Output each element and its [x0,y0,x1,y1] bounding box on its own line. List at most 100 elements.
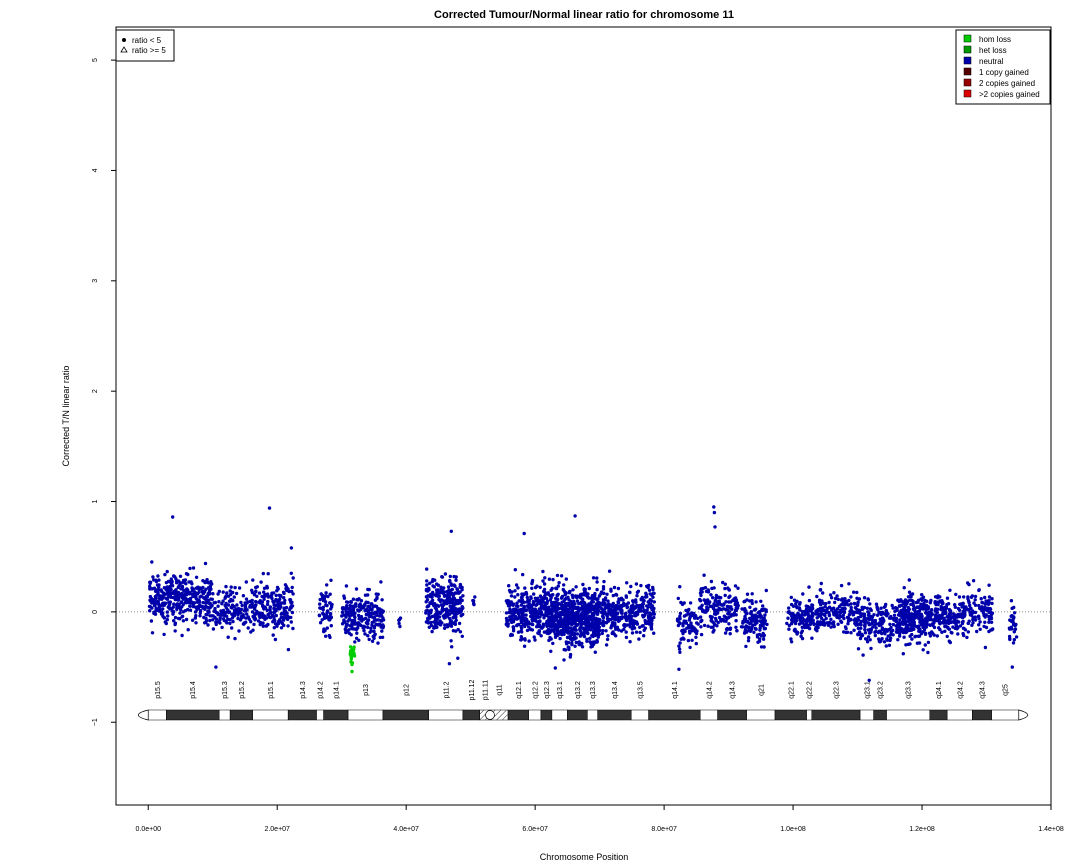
data-point [425,579,429,583]
data-point [729,613,734,617]
data-point [533,638,537,642]
data-point [678,641,682,645]
data-point [522,604,526,608]
data-point [721,580,725,585]
data-point [570,641,574,645]
band-label: q13.3 [590,681,597,699]
band-label: q14.3 [730,681,737,699]
data-point [876,608,880,612]
legend-dot-symbol [122,38,126,42]
data-point [372,629,376,634]
data-point [513,610,518,614]
data-point [823,604,827,609]
data-point [715,600,720,604]
data-point [566,601,570,606]
data-point [754,600,758,604]
data-point [454,578,458,582]
data-point [556,623,561,627]
ideogram-band [462,709,480,721]
data-point [579,632,583,637]
data-point [808,606,812,610]
data-point [750,601,754,606]
ideogram-band [597,709,632,721]
data-point [363,609,367,613]
data-point [764,588,768,593]
data-point [801,609,805,614]
data-point [458,596,463,600]
data-point [906,610,911,614]
data-point [796,611,800,615]
data-point [734,606,738,610]
data-point [627,614,631,619]
data-point [736,586,740,590]
data-point [990,628,994,632]
data-point [562,647,566,652]
data-point [153,610,157,614]
data-point [264,616,269,620]
data-point [867,631,872,635]
data-point [573,514,577,518]
band-label: p11.12 [469,679,476,700]
data-point [874,622,879,626]
data-point [923,643,927,647]
data-point [623,615,627,619]
data-point [952,612,956,616]
data-point [148,594,153,599]
data-point [612,585,617,590]
data-point [588,636,592,640]
data-point [744,609,748,613]
data-point [180,633,184,638]
data-point [727,622,731,626]
data-point [866,635,871,639]
data-point [711,630,715,634]
data-point [179,608,183,612]
ideogram-band [528,709,542,721]
data-point [849,610,854,614]
data-point [206,609,210,614]
data-point [275,585,280,590]
x-tick-label: 1.0e+08 [780,826,806,833]
data-point [152,600,156,605]
data-point [746,625,751,629]
data-point [534,603,538,607]
data-point [626,601,631,605]
data-point [907,618,911,623]
data-point [548,623,553,627]
data-point [177,602,181,606]
data-point [241,594,246,598]
data-point [363,593,368,597]
data-point [563,590,568,595]
color-legend-box [955,29,1051,105]
data-point [973,594,978,599]
data-point [984,599,988,603]
data-point [549,628,554,632]
data-point [604,621,609,625]
data-point [836,597,840,602]
data-point [244,580,248,584]
data-point [593,620,597,624]
data-point [455,598,459,603]
data-point [147,604,152,609]
data-point [286,615,291,620]
data-point [728,594,732,598]
centromere-marker [485,710,495,720]
data-point [728,632,732,636]
data-point [285,586,289,591]
data-point [793,621,798,626]
data-point [290,610,295,615]
data-point [437,598,442,602]
data-point [867,611,871,616]
data-point [714,611,718,616]
data-point [924,616,928,620]
data-point [917,641,922,645]
data-point [324,634,328,638]
ideogram-band [630,709,649,721]
data-point [642,609,646,614]
data-point [913,616,917,620]
data-point [559,574,564,578]
data-point [941,619,946,624]
data-point [262,597,266,601]
data-point [814,625,818,630]
data-point [211,627,216,631]
data-point [585,637,589,641]
